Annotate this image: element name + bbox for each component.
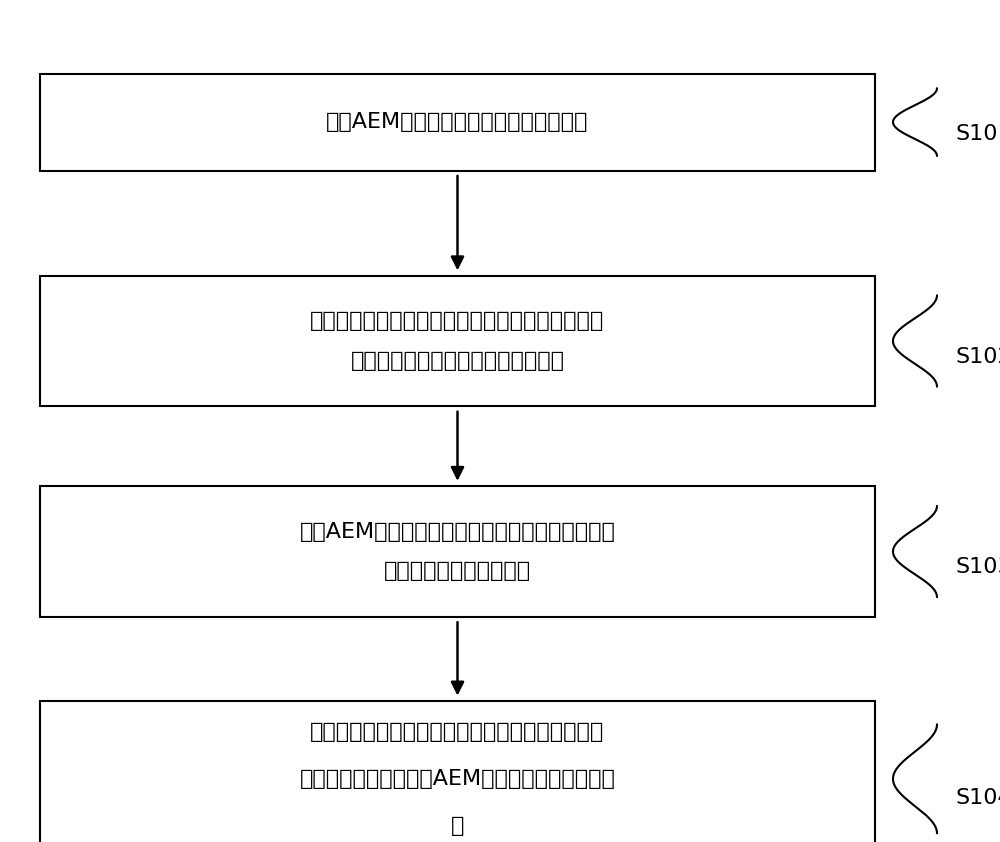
Text: 域进行失效分析，得到AEM水电解槽模型的分析结: 域进行失效分析，得到AEM水电解槽模型的分析结 [300, 769, 615, 789]
Text: 依据目标流体域的进口边界条件和出口边界条件进: 依据目标流体域的进口边界条件和出口边界条件进 [310, 312, 605, 332]
FancyBboxPatch shape [40, 276, 875, 407]
Text: 依据AEM水电解槽模型，确定目标流体域: 依据AEM水电解槽模型，确定目标流体域 [326, 112, 589, 132]
Text: 在将压力分布耦合至目标固体域之后，对目标固体: 在将压力分布耦合至目标固体域之后，对目标固体 [310, 722, 605, 742]
Text: S104: S104 [955, 787, 1000, 807]
FancyBboxPatch shape [40, 701, 875, 842]
FancyBboxPatch shape [40, 486, 875, 616]
Text: 行求解，得到目标流体域的压力分布: 行求解，得到目标流体域的压力分布 [350, 350, 564, 370]
Text: 果: 果 [451, 816, 464, 835]
Text: S103: S103 [955, 557, 1000, 577]
Text: S102: S102 [955, 347, 1000, 366]
Text: 依据AEM水电解槽模型，确定目标固体域，并将压: 依据AEM水电解槽模型，确定目标固体域，并将压 [300, 522, 615, 542]
FancyBboxPatch shape [40, 74, 875, 170]
Text: 力分布耦合至目标固体域: 力分布耦合至目标固体域 [384, 561, 531, 581]
Text: S101: S101 [955, 124, 1000, 144]
